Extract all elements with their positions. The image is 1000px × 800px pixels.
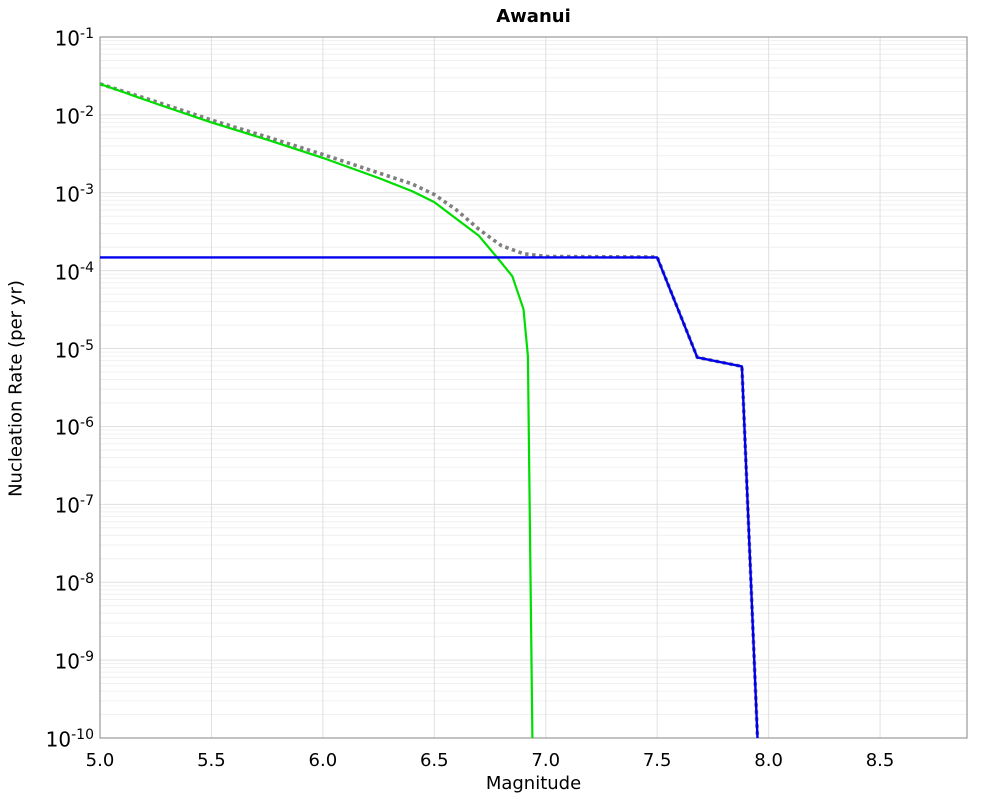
y-tick-label: 10-5 — [54, 337, 94, 363]
plot-border — [99, 36, 968, 739]
y-tick-label: 10-1 — [54, 26, 94, 51]
x-tick-label: 7.0 — [531, 750, 561, 771]
y-tick-label: 10-9 — [54, 649, 94, 674]
y-tick-label: 10-4 — [54, 259, 94, 285]
x-tick-label: 8.0 — [754, 750, 783, 771]
y-tick-label: 10-8 — [54, 571, 94, 596]
y-tick-label: 10-10 — [45, 727, 94, 752]
x-tick-label: 6.5 — [419, 750, 449, 771]
y-tick-label: 10-2 — [54, 103, 94, 129]
x-tick-label: 6.0 — [308, 750, 338, 771]
y-axis-label: Nucleation Rate (per yr) — [5, 280, 27, 497]
series-blue-floor-rate — [100, 256, 759, 739]
y-tick-label: 10-3 — [54, 181, 94, 207]
chart-title: Awanui — [496, 6, 571, 27]
x-tick-label: 5.0 — [85, 750, 115, 771]
x-tick-label: 7.5 — [642, 750, 672, 771]
x-tick-label: 8.5 — [865, 750, 895, 771]
x-tick-label: 5.5 — [197, 750, 226, 771]
y-tick-label: 10-6 — [54, 415, 94, 441]
y-tick-label: 10-7 — [54, 493, 94, 518]
series-dotted-tapered-rate — [99, 82, 760, 739]
series-green-gr-rate — [99, 82, 534, 739]
x-axis-label: Magnitude — [485, 773, 582, 794]
